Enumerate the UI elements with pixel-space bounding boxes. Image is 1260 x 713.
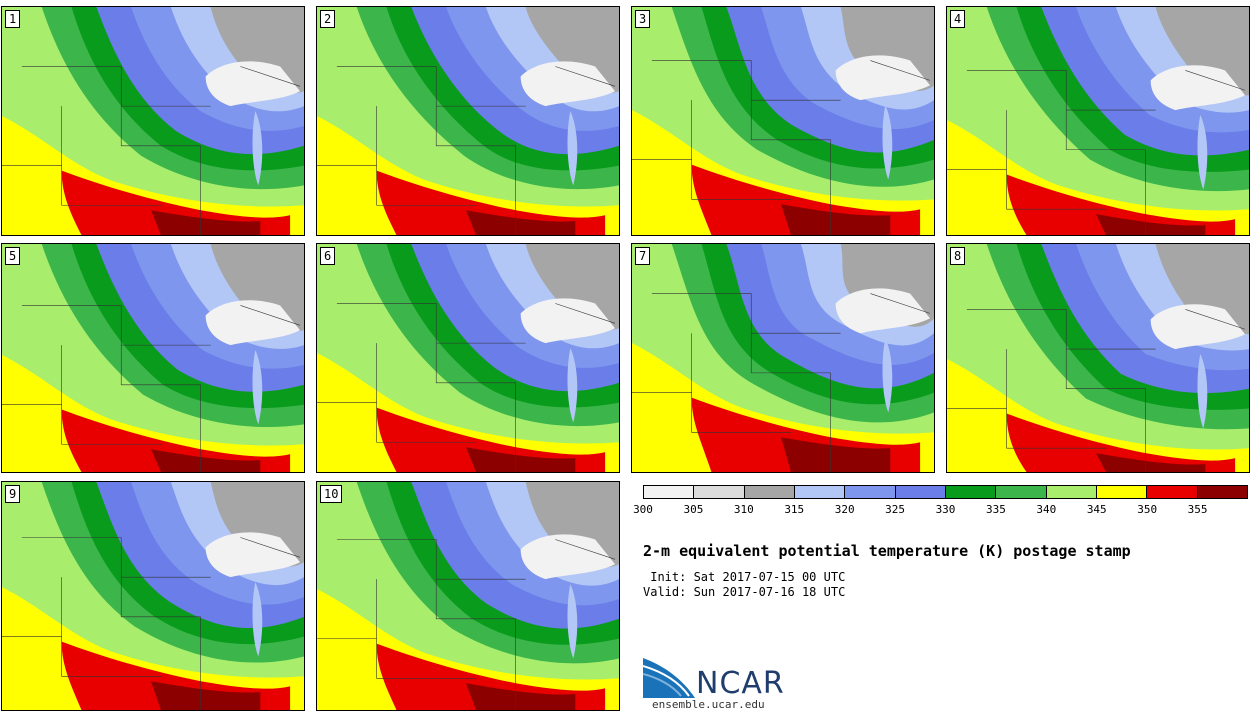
stamp-panel-2: 2 bbox=[316, 6, 620, 236]
member-map bbox=[2, 244, 304, 472]
stamp-panel-9: 9 bbox=[1, 481, 305, 711]
member-map bbox=[2, 7, 304, 235]
colorbar-swatch bbox=[694, 486, 745, 498]
colorbar-tick-label: 335 bbox=[985, 503, 1006, 516]
colorbar-swatch bbox=[845, 486, 896, 498]
member-map bbox=[632, 7, 934, 235]
colorbar-tick-label: 300 bbox=[633, 503, 653, 516]
colorbar-swatch bbox=[895, 486, 946, 498]
colorbar-swatch bbox=[996, 486, 1047, 498]
valid-time: Valid: Sun 2017-07-16 18 UTC bbox=[643, 585, 846, 599]
member-label: 1 bbox=[5, 10, 21, 28]
member-map bbox=[947, 7, 1249, 235]
stamp-panel-1: 1 bbox=[1, 6, 305, 236]
stamp-panel-5: 5 bbox=[1, 243, 305, 473]
colorbar-tick-label: 345 bbox=[1086, 503, 1107, 516]
colorbar-tick-label: 305 bbox=[683, 503, 704, 516]
stamp-panel-10: 10 bbox=[316, 481, 620, 711]
website-url: ensemble.ucar.edu bbox=[652, 698, 765, 711]
member-label: 9 bbox=[5, 485, 21, 503]
colorbar-tick-label: 320 bbox=[834, 503, 855, 516]
member-map bbox=[317, 244, 619, 472]
colorbar-tick-label: 310 bbox=[733, 503, 754, 516]
member-map bbox=[947, 244, 1249, 472]
member-label: 3 bbox=[635, 10, 651, 28]
colorbar-tick-label: 315 bbox=[784, 503, 805, 516]
member-map bbox=[317, 482, 619, 710]
stamp-panel-6: 6 bbox=[316, 243, 620, 473]
member-label: 6 bbox=[320, 247, 336, 265]
colorbar-swatch bbox=[1197, 486, 1247, 498]
stamp-panel-8: 8 bbox=[946, 243, 1250, 473]
colorbar-tick-label: 325 bbox=[885, 503, 906, 516]
colorbar-swatch bbox=[644, 486, 695, 498]
colorbar-ticks: 300 305 310 315 320 325 330 335 340 345 350 355 bbox=[633, 503, 1248, 517]
ncar-logo-text: NCAR bbox=[696, 666, 785, 701]
ncar-swoosh-icon bbox=[643, 658, 695, 698]
colorbar-tick-label: 340 bbox=[1036, 503, 1057, 516]
colorbar-swatch bbox=[744, 486, 795, 498]
colorbar-swatch bbox=[1046, 486, 1097, 498]
member-label: 2 bbox=[320, 10, 336, 28]
colorbar-tick-label: 350 bbox=[1137, 503, 1158, 516]
member-label: 5 bbox=[5, 247, 21, 265]
colorbar-swatch bbox=[1096, 486, 1148, 498]
colorbar-swatch bbox=[1147, 486, 1198, 498]
init-time: Init: Sat 2017-07-15 00 UTC bbox=[643, 570, 846, 584]
member-label: 8 bbox=[950, 247, 966, 265]
member-label: 7 bbox=[635, 247, 651, 265]
colorbar-swatch bbox=[945, 486, 997, 498]
colorbar bbox=[643, 485, 1248, 499]
member-map bbox=[632, 244, 934, 472]
colorbar-tick-label: 330 bbox=[935, 503, 956, 516]
stamp-panel-4: 4 bbox=[946, 6, 1250, 236]
colorbar-tick-label: 355 bbox=[1187, 503, 1208, 516]
member-map bbox=[317, 7, 619, 235]
plot-title: 2-m equivalent potential temperature (K)… bbox=[643, 542, 1131, 560]
member-label: 4 bbox=[950, 10, 966, 28]
member-map bbox=[2, 482, 304, 710]
stamp-panel-3: 3 bbox=[631, 6, 935, 236]
stamp-panel-7: 7 bbox=[631, 243, 935, 473]
member-label: 10 bbox=[320, 485, 343, 503]
colorbar-swatch bbox=[794, 486, 846, 498]
